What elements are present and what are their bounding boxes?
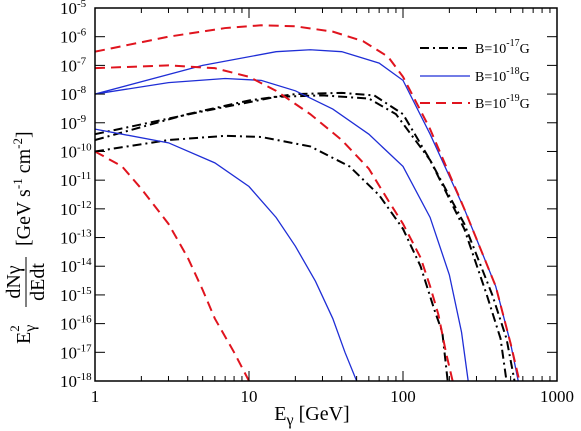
series-line-2 — [95, 91, 516, 381]
x-tick-label: 100 — [390, 387, 416, 406]
plot-frame — [94, 7, 558, 382]
x-tick-label: 1000 — [540, 387, 574, 406]
legend-label: B=10-17G — [475, 38, 530, 57]
tick-layer — [94, 7, 557, 382]
series-line-8 — [95, 64, 454, 381]
legend-label: B=10-18G — [475, 66, 530, 85]
x-tick-label: 1 — [91, 387, 100, 406]
legend: B=10-17G B=10-18G B=10-19G — [420, 38, 530, 112]
y-axis-title-frac-num: dNγ — [3, 265, 25, 298]
y-tick-label: 10-10 — [60, 141, 92, 161]
y-tick-label: 10-6 — [60, 27, 87, 47]
y-axis-title-unit-sup2: -2 — [10, 138, 25, 149]
series-line-6 — [95, 128, 358, 381]
y-tick-label: 10-7 — [60, 55, 87, 75]
y-axis-title-prefix: E — [13, 332, 35, 344]
legend-label: B=10-19G — [475, 93, 530, 112]
series-line-3 — [95, 134, 449, 381]
y-axis-title-prefix-sub: γ — [22, 325, 39, 333]
series-line-1 — [95, 94, 508, 381]
y-tick-label: 10-16 — [60, 314, 92, 334]
series-line-4 — [95, 49, 519, 381]
y-axis-title-unit-end: ] — [13, 131, 35, 138]
y-tick-label: 10-11 — [60, 170, 91, 190]
y-tick-label: 10-5 — [60, 0, 87, 18]
y-tick-label: 10-15 — [60, 285, 92, 305]
y-tick-labels: 10-5 10-6 10-7 10-8 10-9 10-10 10-11 10-12 10-13… — [60, 0, 92, 391]
y-tick-label: 10-8 — [60, 84, 87, 104]
series-line-7 — [95, 24, 521, 381]
y-tick-label: 10-9 — [60, 113, 87, 133]
y-axis-title-text: Eγ2 — [7, 325, 39, 344]
y-tick-label: 10-14 — [60, 256, 92, 276]
y-tick-label: 10-12 — [60, 199, 92, 219]
y-axis-title-frac-den: dEdt — [27, 263, 49, 301]
series-layer — [95, 24, 521, 381]
x-axis-title-sub: γ — [286, 412, 294, 429]
y-axis-title-unit: [GeV s — [13, 189, 35, 246]
x-axis-title: Eγ [GeV] — [274, 403, 349, 429]
series-line-5 — [95, 77, 469, 381]
x-axis-title-main: E — [274, 403, 286, 425]
y-tick-label: 10-18 — [60, 371, 92, 391]
x-tick-label: 10 — [241, 387, 258, 406]
y-axis-title-unit-sup1: -1 — [10, 178, 25, 189]
x-tick-labels: 1 10 100 1000 — [91, 387, 574, 406]
y-axis-title: Eγ2 dNγ dEdt [GeV s-1 cm-2] — [3, 131, 49, 344]
y-tick-label: 10-13 — [60, 228, 92, 248]
series-line-9 — [95, 150, 250, 381]
y-axis-title-unit-mid: cm — [13, 148, 35, 178]
x-axis-title-unit: [GeV] — [294, 403, 350, 425]
y-tick-label: 10-17 — [60, 342, 92, 362]
y-axis-title-prefix-sup: 2 — [7, 325, 22, 332]
y-axis-title-unit-text: [GeV s-1 cm-2] — [10, 131, 35, 246]
